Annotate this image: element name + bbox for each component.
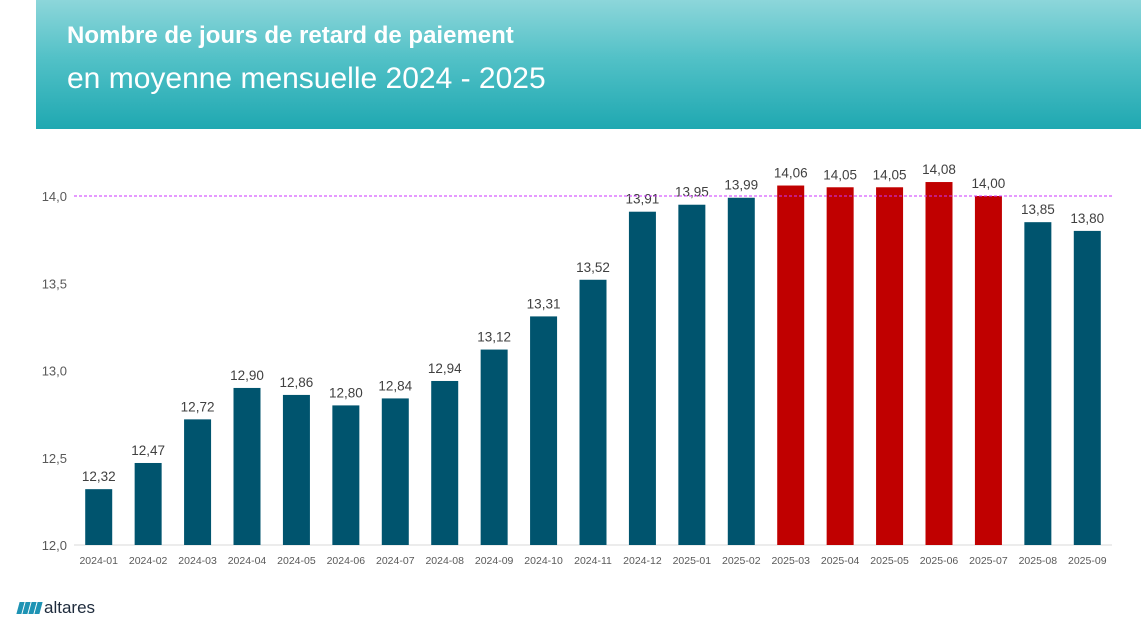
bar [381, 398, 409, 545]
data-label: 12,32 [82, 469, 116, 484]
data-label: 13,31 [527, 296, 561, 311]
data-label: 13,80 [1070, 211, 1104, 226]
y-tick-label: 12,0 [42, 538, 67, 553]
bar [1073, 230, 1101, 545]
data-label: 13,99 [724, 178, 758, 193]
data-label: 13,85 [1021, 202, 1055, 217]
bar [85, 489, 113, 545]
altares-logo: altares [16, 598, 96, 618]
x-tick-label: 2024-11 [574, 555, 612, 567]
header-banner: Nombre de jours de retard de paiement en… [36, 0, 1141, 129]
y-tick-label: 14,0 [42, 189, 67, 204]
data-label: 13,95 [675, 185, 709, 200]
x-tick-label: 2024-07 [376, 555, 415, 567]
x-tick-label: 2025-09 [1068, 555, 1107, 567]
logo-text: altares [44, 598, 96, 617]
bar-chart: 12,0 12,5 13,0 13,5 14,0 12,32 2024-01 12,47 202… [42, 162, 1112, 567]
logo-mark-icon [16, 602, 43, 614]
data-label: 14,05 [823, 167, 857, 182]
bar [134, 462, 162, 545]
x-tick-label: 2024-09 [475, 555, 514, 567]
bar [431, 380, 459, 545]
data-label: 13,91 [626, 192, 660, 207]
data-label: 12,84 [378, 378, 412, 393]
x-tick-label: 2024-03 [178, 555, 217, 567]
x-tick-label: 2025-03 [771, 555, 810, 567]
y-tick-label: 12,5 [42, 451, 67, 466]
x-tick-label: 2024-08 [425, 555, 464, 567]
bar [727, 197, 755, 545]
x-tick-label: 2025-02 [722, 555, 761, 567]
data-label: 12,47 [131, 443, 165, 458]
bar [925, 182, 953, 545]
data-label: 13,12 [477, 330, 511, 345]
data-label: 14,06 [774, 166, 808, 181]
data-label: 12,94 [428, 361, 462, 376]
bar [974, 196, 1002, 545]
bar [332, 405, 360, 545]
bar [826, 187, 854, 545]
x-tick-label: 2025-07 [969, 555, 1008, 567]
x-tick-label: 2024-12 [623, 555, 662, 567]
x-tick-label: 2024-02 [129, 555, 168, 567]
x-tick-label: 2025-01 [673, 555, 712, 567]
bar [1024, 222, 1052, 546]
y-tick-label: 13,0 [42, 364, 67, 379]
data-label: 12,80 [329, 385, 363, 400]
chart-title: Nombre de jours de retard de paiement [67, 22, 514, 49]
x-tick-label: 2024-06 [327, 555, 366, 567]
x-tick-label: 2025-08 [1019, 555, 1058, 567]
data-label: 13,52 [576, 260, 610, 275]
bar [233, 387, 261, 545]
bar [530, 316, 558, 545]
bar [282, 394, 310, 545]
bar [184, 419, 212, 545]
data-label: 12,90 [230, 368, 264, 383]
data-label: 14,00 [972, 176, 1006, 191]
chart-subtitle: en moyenne mensuelle 2024 - 2025 [67, 62, 546, 95]
x-tick-label: 2024-05 [277, 555, 316, 567]
bar [777, 185, 805, 545]
x-tick-label: 2025-06 [920, 555, 959, 567]
data-label: 14,05 [873, 167, 907, 182]
bar [628, 211, 656, 545]
data-label: 12,72 [181, 399, 215, 414]
bar [579, 279, 607, 545]
x-tick-label: 2024-10 [524, 555, 563, 567]
data-label: 14,08 [922, 162, 956, 177]
x-tick-label: 2025-05 [870, 555, 909, 567]
bar [678, 204, 706, 545]
x-tick-label: 2025-04 [821, 555, 860, 567]
bar [876, 187, 904, 545]
x-tick-label: 2024-01 [79, 555, 118, 567]
y-tick-label: 13,5 [42, 276, 67, 291]
data-label: 12,86 [280, 375, 314, 390]
bar [480, 349, 508, 545]
x-tick-label: 2024-04 [228, 555, 267, 567]
